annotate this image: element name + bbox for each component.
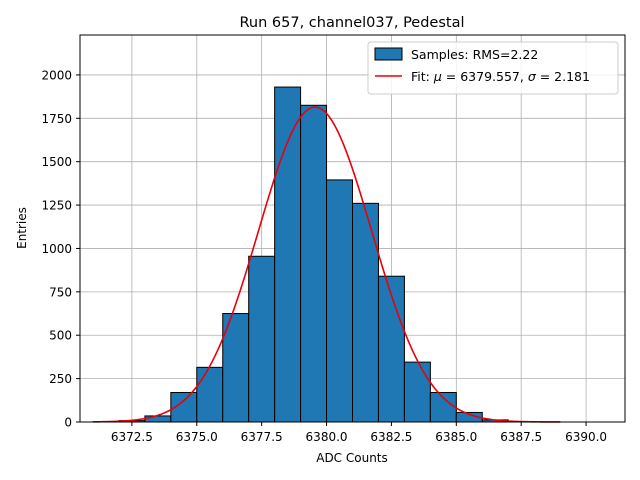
histogram-bar <box>248 255 276 423</box>
legend-fit-mu-value: = 6379.557, <box>442 69 528 84</box>
y-tick-label: 1250 <box>41 199 72 213</box>
histogram-bar <box>377 275 405 423</box>
x-tick-label: 6372.5 <box>111 430 153 444</box>
legend-label-samples: Samples: RMS=2.22 <box>411 47 538 62</box>
legend-box <box>367 41 619 95</box>
x-axis-label: ADC Counts <box>316 451 388 465</box>
legend-fit-sigma-symbol: σ <box>528 69 537 84</box>
legend-fit-mu-symbol: μ <box>433 69 442 84</box>
histogram-bar <box>352 202 379 423</box>
histogram-bar <box>326 179 353 423</box>
y-tick-label: 500 <box>49 329 72 343</box>
fit-curve <box>92 106 561 423</box>
legend-fit-prefix: Fit: <box>411 69 434 84</box>
histogram-bars <box>92 86 561 423</box>
histogram-bar <box>300 104 328 423</box>
histogram-bar <box>144 415 172 423</box>
x-tick-label: 6377.5 <box>241 430 283 444</box>
x-tick-label: 6385.0 <box>435 430 477 444</box>
legend: Samples: RMS=2.22 Fit: μ = 6379.557, σ =… <box>367 41 619 95</box>
legend-fit-sigma-value: = 2.181 <box>536 69 590 84</box>
chart-title: Run 657, channel037, Pedestal <box>239 15 464 31</box>
x-axis-ticks: 6372.5 6375.0 6377.5 6380.0 6382.5 6385.0 6387… <box>111 422 607 444</box>
legend-label-fit: Fit: μ = 6379.557, σ = 2.181 <box>411 69 590 84</box>
x-tick-label: 6382.5 <box>370 430 412 444</box>
fit-curve-layer <box>92 106 561 423</box>
x-tick-label: 6380.0 <box>306 430 348 444</box>
y-tick-label: 1000 <box>41 242 72 256</box>
y-axis-label: Entries <box>15 207 29 249</box>
plot-frame <box>79 34 626 423</box>
y-tick-label: 250 <box>49 372 72 386</box>
y-tick-label: 0 <box>64 416 72 430</box>
y-tick-label: 2000 <box>41 68 72 82</box>
y-tick-label: 1500 <box>41 155 72 169</box>
legend-swatch-samples <box>374 47 403 61</box>
x-tick-label: 6390.0 <box>565 430 607 444</box>
y-tick-label: 1750 <box>41 112 72 126</box>
y-axis-ticks: 0 250 500 750 1000 1250 1500 1750 2000 <box>41 68 80 430</box>
x-tick-label: 6387.5 <box>500 430 542 444</box>
y-tick-label: 750 <box>49 285 72 299</box>
x-tick-label: 6375.0 <box>176 430 218 444</box>
histogram-bar <box>403 361 431 423</box>
histogram-bar <box>274 86 302 423</box>
histogram-bar <box>196 366 224 423</box>
